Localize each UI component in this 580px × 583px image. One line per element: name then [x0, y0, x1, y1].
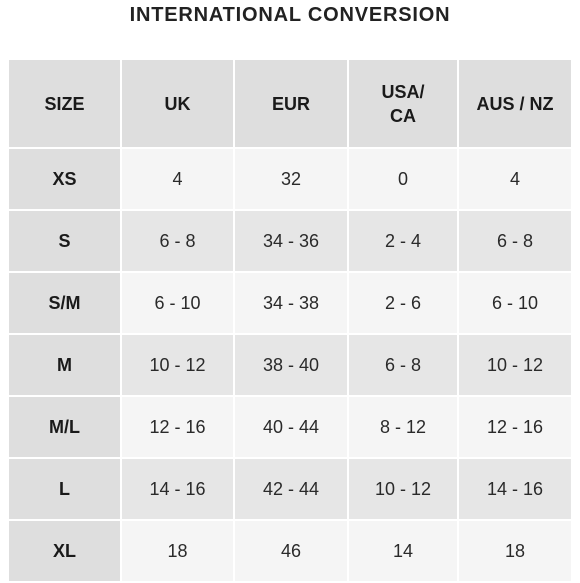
table-row: XS 4 32 0 4	[9, 149, 571, 209]
usa-ca-cell: 10 - 12	[349, 459, 457, 519]
table-row: S/M 6 - 10 34 - 38 2 - 6 6 - 10	[9, 273, 571, 333]
size-cell: XL	[9, 521, 120, 581]
aus-nz-cell: 10 - 12	[459, 335, 571, 395]
uk-cell: 14 - 16	[122, 459, 233, 519]
uk-cell: 6 - 10	[122, 273, 233, 333]
usa-ca-cell: 0	[349, 149, 457, 209]
eur-cell: 46	[235, 521, 347, 581]
column-header-usa-ca-line1: USA/	[381, 81, 425, 102]
table-row: XL 18 46 14 18	[9, 521, 571, 581]
table-row: L 14 - 16 42 - 44 10 - 12 14 - 16	[9, 459, 571, 519]
column-header-usa-ca-line2: CA	[389, 105, 416, 126]
table-header-row: SIZE UK EUR USA/ CA AUS / NZ	[9, 60, 571, 147]
size-conversion-table: SIZE UK EUR USA/ CA AUS / NZ XS 4 32 0 4…	[7, 58, 573, 583]
column-header-size: SIZE	[9, 60, 120, 147]
size-cell: S/M	[9, 273, 120, 333]
aus-nz-cell: 6 - 10	[459, 273, 571, 333]
uk-cell: 10 - 12	[122, 335, 233, 395]
column-header-aus-nz: AUS / NZ	[459, 60, 571, 147]
size-cell: M/L	[9, 397, 120, 457]
uk-cell: 4	[122, 149, 233, 209]
aus-nz-cell: 12 - 16	[459, 397, 571, 457]
size-cell: M	[9, 335, 120, 395]
size-cell: XS	[9, 149, 120, 209]
usa-ca-cell: 14	[349, 521, 457, 581]
aus-nz-cell: 6 - 8	[459, 211, 571, 271]
aus-nz-cell: 18	[459, 521, 571, 581]
size-cell: S	[9, 211, 120, 271]
column-header-eur: EUR	[235, 60, 347, 147]
aus-nz-cell: 4	[459, 149, 571, 209]
table-row: M 10 - 12 38 - 40 6 - 8 10 - 12	[9, 335, 571, 395]
eur-cell: 34 - 38	[235, 273, 347, 333]
usa-ca-cell: 2 - 6	[349, 273, 457, 333]
table-row: M/L 12 - 16 40 - 44 8 - 12 12 - 16	[9, 397, 571, 457]
usa-ca-cell: 6 - 8	[349, 335, 457, 395]
uk-cell: 6 - 8	[122, 211, 233, 271]
usa-ca-cell: 8 - 12	[349, 397, 457, 457]
size-cell: L	[9, 459, 120, 519]
table-row: S 6 - 8 34 - 36 2 - 4 6 - 8	[9, 211, 571, 271]
page-title: INTERNATIONAL CONVERSION	[129, 4, 451, 26]
uk-cell: 12 - 16	[122, 397, 233, 457]
eur-cell: 34 - 36	[235, 211, 347, 271]
column-header-uk: UK	[122, 60, 233, 147]
usa-ca-cell: 2 - 4	[349, 211, 457, 271]
aus-nz-cell: 14 - 16	[459, 459, 571, 519]
eur-cell: 38 - 40	[235, 335, 347, 395]
column-header-usa-ca: USA/ CA	[349, 60, 457, 147]
uk-cell: 18	[122, 521, 233, 581]
eur-cell: 32	[235, 149, 347, 209]
eur-cell: 40 - 44	[235, 397, 347, 457]
eur-cell: 42 - 44	[235, 459, 347, 519]
